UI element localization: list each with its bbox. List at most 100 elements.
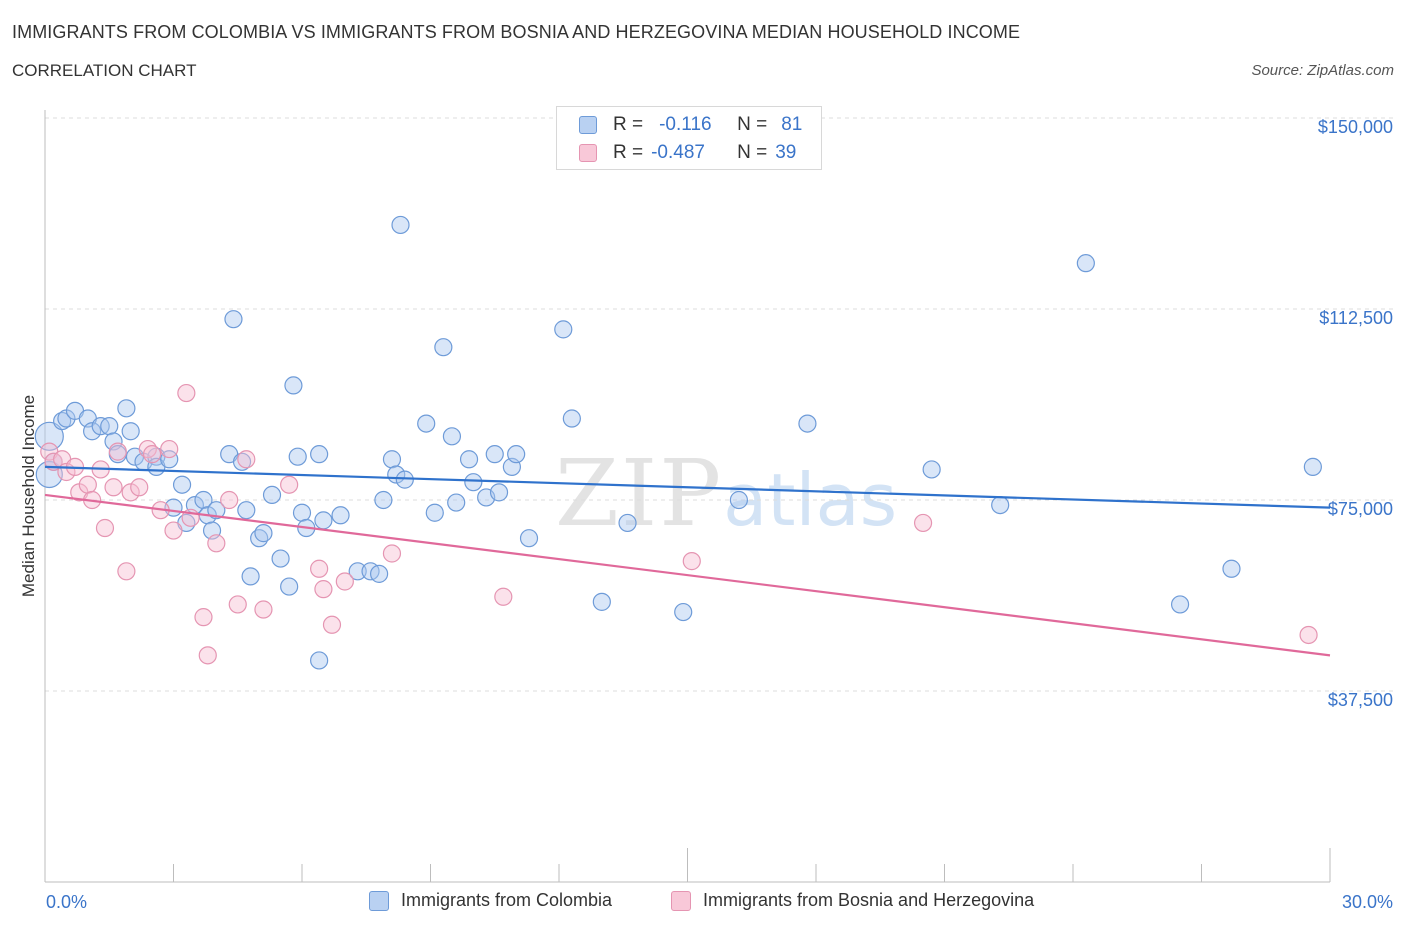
bosnia-point — [335, 572, 354, 591]
colombia-point — [34, 421, 64, 451]
legend-label-colombia: Immigrants from Colombia — [401, 890, 613, 910]
bosnia-point — [1299, 625, 1318, 645]
colombia-point — [262, 485, 282, 505]
colombia-point — [1170, 595, 1190, 614]
colombia-point — [288, 447, 307, 466]
colombia-point — [562, 409, 581, 428]
colombia-trendline — [44, 465, 1331, 509]
colombia-point — [434, 338, 453, 357]
bosnia-point — [314, 580, 333, 599]
colombia-point — [391, 215, 410, 235]
n-label: N = — [737, 114, 768, 135]
colombia-point — [729, 490, 749, 510]
colombia-point — [1303, 457, 1322, 476]
bosnia-swatch — [671, 890, 691, 911]
colombia-point — [237, 501, 256, 520]
r-value: -0.487 — [651, 142, 705, 163]
bosnia-point — [228, 595, 247, 614]
bosnia-point — [254, 600, 273, 619]
colombia-point — [592, 592, 611, 611]
colombia-point — [160, 450, 179, 469]
watermark-zip: ZIP — [555, 440, 724, 547]
y-tick-label: $150,000 — [1318, 117, 1393, 137]
colombia-point — [172, 475, 192, 494]
colombia-point — [519, 529, 539, 548]
colombia-point — [618, 513, 637, 533]
bosnia-trendline — [44, 493, 1331, 657]
legend-item-bosnia: Immigrants from Bosnia and Herzegovina — [671, 890, 1034, 911]
colombia-point — [314, 511, 333, 530]
colombia-point — [117, 399, 136, 418]
bosnia-point — [913, 513, 933, 533]
bosnia-point — [104, 478, 123, 497]
colombia-point — [310, 445, 329, 464]
bosnia-point — [322, 615, 342, 634]
colombia-point — [459, 450, 479, 469]
bosnia-point — [494, 587, 513, 606]
n-value: 39 — [775, 142, 797, 163]
y-axis-title: Median Household Income — [19, 395, 38, 597]
x-tick-label: 30.0% — [1342, 892, 1393, 912]
series-legend: Immigrants from Colombia Immigrants from… — [0, 890, 1406, 916]
bosnia-point — [164, 521, 183, 540]
bosnia-point — [207, 534, 226, 553]
x-tick-label: 0.0% — [46, 892, 87, 912]
chart-title: IMMIGRANTS FROM COLOMBIA VS IMMIGRANTS F… — [12, 22, 1021, 42]
colombia-point — [1076, 254, 1095, 273]
r-label: R = — [613, 142, 644, 163]
bosnia-point — [198, 646, 217, 665]
n-label: N = — [737, 142, 768, 163]
colombia-point — [554, 320, 573, 339]
bosnia-point — [160, 439, 179, 459]
colombia-point — [331, 506, 350, 525]
colombia-point — [922, 460, 941, 479]
colombia-point — [348, 562, 367, 581]
colombia-point — [674, 602, 693, 622]
colombia-point — [507, 445, 526, 464]
colombia-point — [489, 483, 509, 502]
colombia-point — [310, 651, 329, 670]
bosnia-point — [220, 490, 239, 510]
colombia-point — [485, 445, 504, 464]
colombia-point — [1222, 559, 1241, 578]
colombia-point — [241, 567, 260, 586]
colombia-point — [271, 549, 290, 568]
bosnia-point — [121, 483, 140, 502]
colombia-point — [798, 414, 817, 433]
legend-item-colombia: Immigrants from Colombia — [369, 890, 612, 911]
stats-row-colombia: R = -0.116 N = 81 — [579, 113, 802, 137]
bosnia-point — [130, 478, 149, 497]
colombia-point — [83, 422, 102, 441]
colombia-point — [442, 427, 462, 446]
bosnia-point — [682, 552, 701, 571]
colombia-point — [280, 577, 299, 596]
colombia-point — [284, 376, 303, 395]
bosnia-point — [382, 544, 402, 563]
colombia-point — [447, 493, 466, 512]
chart-subtitle: CORRELATION CHART — [12, 61, 197, 80]
bosnia-point — [194, 608, 213, 627]
colombia-point — [464, 473, 483, 492]
r-label: R = — [613, 114, 644, 135]
bosnia-point — [108, 442, 127, 461]
colombia-point — [224, 310, 243, 329]
legend-label-bosnia: Immigrants from Bosnia and Herzegovina — [703, 890, 1035, 910]
colombia-swatch — [579, 116, 597, 134]
colombia-swatch — [369, 890, 389, 911]
colombia-point — [417, 414, 436, 433]
y-tick-label: $112,500 — [1319, 308, 1393, 328]
colombia-point — [370, 564, 389, 583]
bosnia-point — [142, 445, 162, 464]
bosnia-point — [310, 559, 329, 578]
stats-row-bosnia: R = -0.487 N = 39 — [579, 141, 796, 165]
bosnia-point — [117, 562, 136, 581]
bosnia-point — [78, 475, 97, 494]
colombia-point — [207, 501, 226, 520]
bosnia-swatch — [579, 144, 597, 162]
n-value: 81 — [781, 114, 803, 135]
colombia-point — [395, 470, 414, 489]
colombia-point — [100, 417, 119, 436]
y-tick-label: $75,000 — [1328, 499, 1393, 519]
colombia-point — [121, 422, 140, 441]
